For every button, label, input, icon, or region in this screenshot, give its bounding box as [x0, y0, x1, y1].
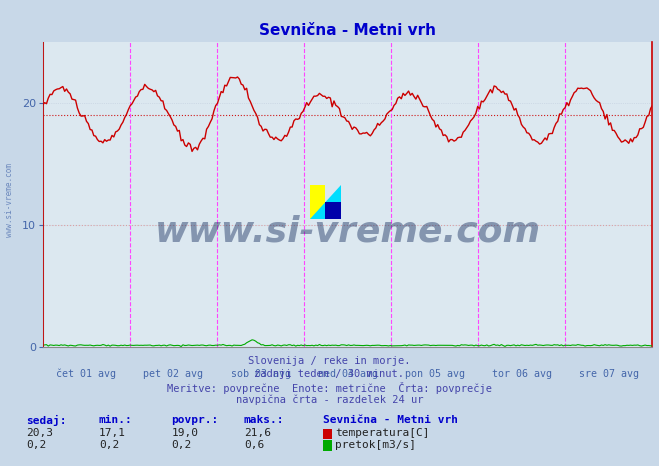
Text: sre 07 avg: sre 07 avg: [579, 369, 639, 378]
Text: temperatura[C]: temperatura[C]: [335, 428, 430, 439]
Text: tor 06 avg: tor 06 avg: [492, 369, 552, 378]
Text: ned 04 avg: ned 04 avg: [318, 369, 378, 378]
Text: 0,2: 0,2: [99, 440, 119, 450]
Text: pon 05 avg: pon 05 avg: [405, 369, 465, 378]
Text: čet 01 avg: čet 01 avg: [57, 369, 117, 379]
Text: navpična črta - razdelek 24 ur: navpična črta - razdelek 24 ur: [236, 394, 423, 405]
Text: 0,2: 0,2: [26, 440, 47, 450]
Text: sedaj:: sedaj:: [26, 415, 67, 426]
Bar: [310, 185, 326, 219]
Text: pretok[m3/s]: pretok[m3/s]: [335, 440, 416, 450]
Text: 0,6: 0,6: [244, 440, 264, 450]
Text: 21,6: 21,6: [244, 428, 271, 439]
Text: sob 03 avg: sob 03 avg: [231, 369, 291, 378]
Title: Sevnična - Metni vrh: Sevnična - Metni vrh: [259, 23, 436, 38]
Text: maks.:: maks.:: [244, 415, 284, 425]
Text: 19,0: 19,0: [171, 428, 198, 439]
Polygon shape: [326, 202, 341, 219]
Text: 17,1: 17,1: [99, 428, 126, 439]
Bar: [326, 202, 341, 219]
Polygon shape: [310, 185, 341, 219]
Text: www.si-vreme.com: www.si-vreme.com: [5, 164, 14, 237]
Text: pet 02 avg: pet 02 avg: [144, 369, 204, 378]
Text: Meritve: povprečne  Enote: metrične  Črta: povprečje: Meritve: povprečne Enote: metrične Črta:…: [167, 382, 492, 394]
Text: Slovenija / reke in morje.: Slovenija / reke in morje.: [248, 356, 411, 366]
Text: zadnji teden / 30 minut.: zadnji teden / 30 minut.: [254, 369, 405, 379]
Text: 20,3: 20,3: [26, 428, 53, 439]
Text: povpr.:: povpr.:: [171, 415, 219, 425]
Polygon shape: [310, 185, 326, 202]
Text: Sevnična - Metni vrh: Sevnična - Metni vrh: [323, 415, 458, 425]
Text: min.:: min.:: [99, 415, 132, 425]
Text: 0,2: 0,2: [171, 440, 192, 450]
Text: www.si-vreme.com: www.si-vreme.com: [155, 214, 540, 248]
